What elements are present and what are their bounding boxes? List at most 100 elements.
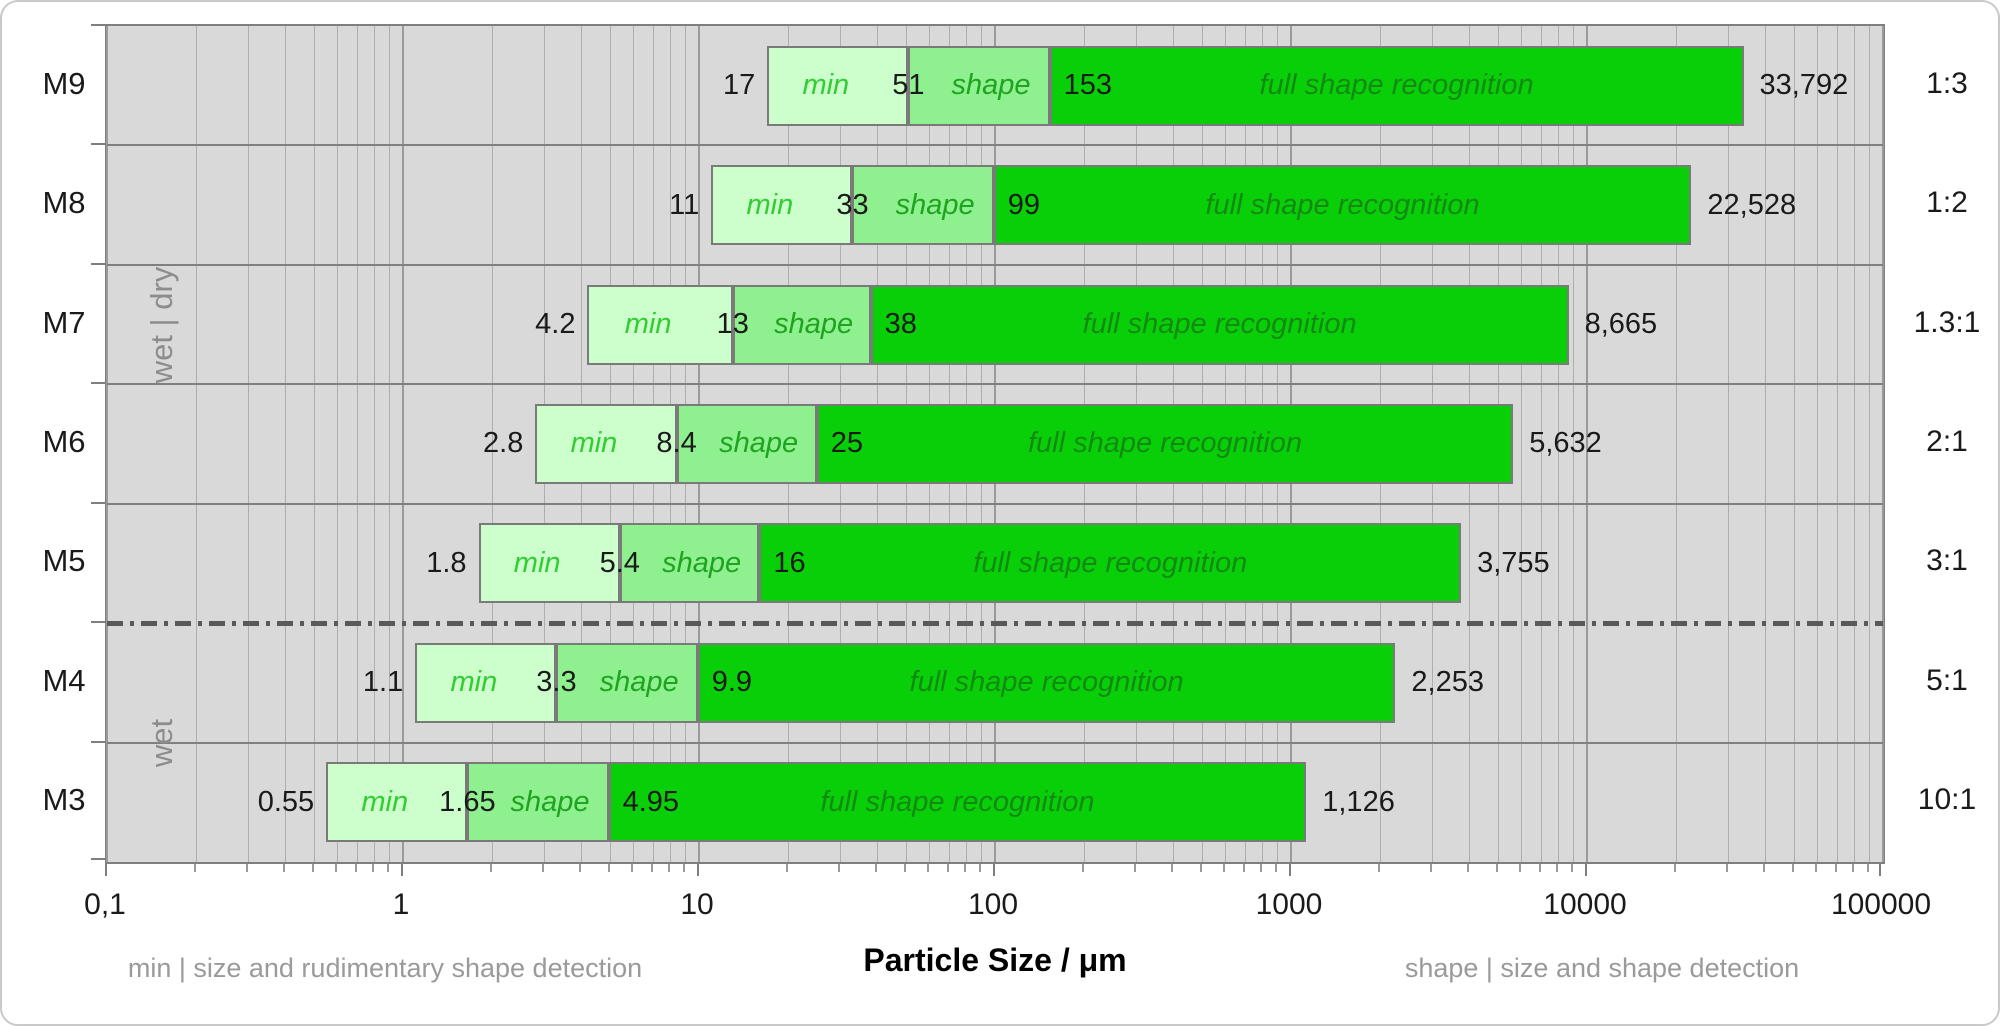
x-axis-minor-tick xyxy=(1674,864,1677,872)
x-tick-label-1: 1 xyxy=(392,888,410,921)
bar-end-value: 8,665 xyxy=(1584,308,1658,341)
x-axis-tick xyxy=(401,864,403,876)
module-label-m3: M3 xyxy=(42,782,86,818)
x-axis-minor-tick xyxy=(1134,864,1137,872)
x-axis-minor-tick xyxy=(1171,864,1174,872)
x-axis-minor-tick xyxy=(607,864,610,872)
y-axis-tick xyxy=(91,143,105,146)
min-segment-label: min xyxy=(624,308,672,341)
bar-min-end-value: 51 xyxy=(892,69,925,102)
min-segment-label: min xyxy=(570,427,618,460)
full-segment-label: full shape recognition xyxy=(1027,427,1303,460)
y-axis-tick xyxy=(91,262,105,265)
wet-dry-divider-line xyxy=(107,620,1883,626)
bar-segment-full xyxy=(759,523,1462,604)
x-axis-minor-tick xyxy=(651,864,654,872)
x-axis-minor-tick xyxy=(1467,864,1470,872)
bar-min-end-value: 13 xyxy=(716,308,749,341)
x-axis-minor-tick xyxy=(927,864,930,872)
full-segment-label: full shape recognition xyxy=(820,785,1095,818)
min-segment-label: min xyxy=(450,666,498,699)
x-axis-minor-tick xyxy=(1519,864,1522,872)
shape-segment-label: shape xyxy=(951,69,1031,102)
grid-minor-line xyxy=(1837,26,1839,862)
x-axis-minor-tick xyxy=(631,864,634,872)
y-axis-tick xyxy=(91,740,105,743)
x-axis-minor-tick xyxy=(1791,864,1794,872)
x-axis-minor-tick xyxy=(1430,864,1433,872)
shape-segment-label: shape xyxy=(719,427,799,460)
bar-end-value: 1,126 xyxy=(1322,785,1395,818)
x-axis-minor-tick xyxy=(1199,864,1202,872)
x-axis-minor-tick xyxy=(964,864,967,872)
bar-segment-shape xyxy=(619,523,760,604)
grid-major-line xyxy=(1586,26,1588,862)
row-divider-line xyxy=(107,144,1883,147)
bar-segment-full xyxy=(816,403,1514,484)
x-axis-minor-tick xyxy=(683,864,686,872)
ratio-label-m7: 1.3:1 xyxy=(1913,305,1981,339)
x-axis-tick xyxy=(697,864,699,876)
grid-minor-line xyxy=(1793,26,1795,862)
bar-segment-shape xyxy=(908,45,1050,126)
x-axis-minor-tick xyxy=(335,864,338,872)
grid-minor-line xyxy=(1728,26,1730,862)
x-axis-minor-tick xyxy=(1275,864,1278,872)
x-axis-tick xyxy=(1879,864,1881,876)
x-axis-tick xyxy=(1585,864,1587,876)
grid-minor-line xyxy=(1521,26,1523,862)
grid-major-line xyxy=(402,26,404,862)
bar-end-value: 2,253 xyxy=(1411,666,1484,699)
bar-end-value: 33,792 xyxy=(1759,69,1849,102)
x-tick-label-1000: 1000 xyxy=(1255,888,1323,921)
y-axis-ticks xyxy=(91,24,107,864)
x-axis-minor-tick xyxy=(875,864,878,872)
group-label-wet-dry: wet | dry xyxy=(144,266,179,383)
x-tick-label-10: 10 xyxy=(680,888,714,921)
bar-segment-full xyxy=(870,284,1569,365)
x-axis-minor-tick xyxy=(1495,864,1498,872)
x-axis-minor-tick xyxy=(1223,864,1226,872)
x-tick-label-0-1: 0,1 xyxy=(84,888,126,921)
full-segment-label: full shape recognition xyxy=(973,546,1248,579)
bar-start-value: 1.1 xyxy=(362,666,404,699)
x-axis-minor-tick xyxy=(311,864,314,872)
x-axis-tick xyxy=(1289,864,1291,876)
x-axis-minor-tick xyxy=(355,864,358,872)
y-axis-tick xyxy=(91,382,105,385)
shape-segment-label: shape xyxy=(599,666,679,699)
bar-segment-shape xyxy=(556,642,698,723)
x-axis-minor-tick xyxy=(1867,864,1870,872)
caption-min-detection: min | size and rudimentary shape detecti… xyxy=(127,953,643,983)
full-segment-label: full shape recognition xyxy=(1259,69,1534,102)
x-axis-minor-tick xyxy=(1378,864,1381,872)
bar-shape-end-value: 9.9 xyxy=(711,666,753,699)
x-tick-label-100000: 100000 xyxy=(1830,888,1932,921)
bar-segment-min xyxy=(535,403,677,484)
full-segment-label: full shape recognition xyxy=(1082,308,1357,341)
x-axis-tick xyxy=(105,864,107,876)
x-axis-ticks xyxy=(105,864,1885,880)
ratio-label-m5: 3:1 xyxy=(1926,544,1968,578)
y-axis-tick xyxy=(91,858,105,860)
bar-start-value: 1.8 xyxy=(426,546,467,579)
bar-shape-end-value: 99 xyxy=(1007,188,1040,221)
grid-minor-line xyxy=(1573,26,1575,862)
grid-minor-line xyxy=(357,26,359,862)
x-axis-tick xyxy=(993,864,995,876)
group-label-wet: wet xyxy=(144,718,179,767)
y-axis-tick xyxy=(91,621,105,624)
x-axis-minor-tick xyxy=(372,864,375,872)
bar-segment-min xyxy=(711,165,853,246)
shape-segment-label: shape xyxy=(895,188,975,221)
bar-shape-end-value: 25 xyxy=(830,427,864,460)
x-axis-minor-tick xyxy=(1763,864,1766,872)
x-axis-minor-tick xyxy=(668,864,671,872)
bar-segment-full xyxy=(697,642,1396,723)
shape-segment-label: shape xyxy=(662,546,742,579)
bar-min-end-value: 3.3 xyxy=(536,666,577,699)
min-segment-label: min xyxy=(802,69,850,102)
module-label-m9: M9 xyxy=(42,65,86,101)
grid-minor-line xyxy=(1765,26,1767,862)
x-axis-minor-tick xyxy=(838,864,841,872)
